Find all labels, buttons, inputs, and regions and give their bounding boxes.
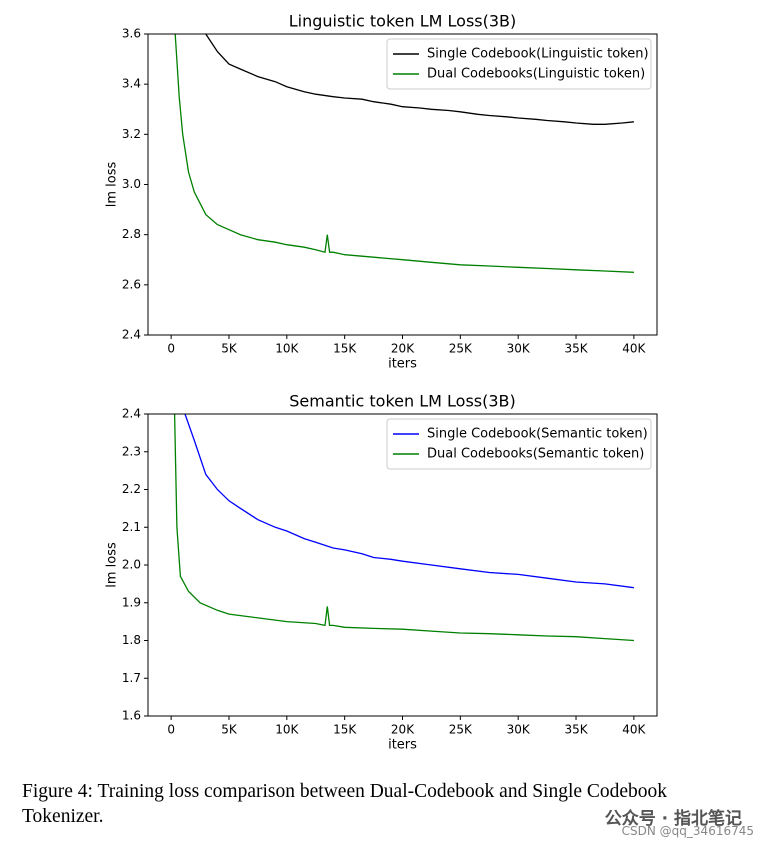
series-line xyxy=(174,34,634,273)
watermark: CSDN @qq_34616745 xyxy=(621,824,754,838)
figure: Linguistic token LM Loss(3B) 2.4 2.6 2.8 3.0… xyxy=(105,12,658,753)
x-tick-label: 35K xyxy=(564,723,588,737)
legend-label: Single Codebook(Linguistic token) xyxy=(427,47,649,62)
x-tick-label: 5K xyxy=(221,342,238,356)
x-tick-label: 5K xyxy=(221,723,238,737)
y-tick-label: 1.6 xyxy=(122,709,141,723)
y-tick-label: 3.4 xyxy=(122,77,141,91)
x-tick-label: 30K xyxy=(507,723,531,737)
y-tick-label: 2.1 xyxy=(122,520,141,534)
y-tick-label: 2.3 xyxy=(122,444,141,458)
x-tick-label: 20K xyxy=(391,342,415,356)
y-axis-label: lm loss xyxy=(105,162,120,208)
series-line xyxy=(184,414,634,589)
y-tick-label: 1.7 xyxy=(122,671,141,685)
y-tick-label: 3.6 xyxy=(122,27,141,41)
x-tick-label: 40K xyxy=(622,342,646,356)
legend-label: Dual Codebooks(Semantic token) xyxy=(427,447,644,462)
x-tick-label: 15K xyxy=(333,723,357,737)
caption: Figure 4: Training loss comparison betwe… xyxy=(22,781,668,827)
y-tick-label: 1.9 xyxy=(122,595,141,609)
plot-frame xyxy=(147,33,658,336)
x-tick-label: 0 xyxy=(167,342,175,356)
plot-frame xyxy=(147,413,658,717)
x-tick-label: 30K xyxy=(507,342,531,356)
series-line xyxy=(205,34,634,125)
y-tick-label: 2.0 xyxy=(122,558,141,572)
legend-box xyxy=(386,38,652,90)
y-tick-label: 2.4 xyxy=(122,407,141,421)
x-axis-label: iters xyxy=(388,738,417,753)
plot-area xyxy=(173,414,634,642)
x-tick-label: 10K xyxy=(275,342,299,356)
legend-label: Dual Codebooks(Linguistic token) xyxy=(427,67,645,82)
x-tick-label: 20K xyxy=(391,723,415,737)
y-tick-label: 2.2 xyxy=(122,482,141,496)
chart-title: Linguistic token LM Loss(3B) xyxy=(289,12,517,31)
chart-title: Semantic token LM Loss(3B) xyxy=(289,392,516,411)
y-tick-label: 2.8 xyxy=(122,227,141,241)
x-tick-label: 15K xyxy=(333,342,357,356)
x-axis-label: iters xyxy=(388,357,417,372)
y-tick-label: 3.0 xyxy=(122,177,141,191)
x-tick-label: 25K xyxy=(449,723,473,737)
y-tick-label: 2.4 xyxy=(122,328,141,342)
legend-box xyxy=(386,418,652,470)
legend-label: Single Codebook(Semantic token) xyxy=(427,427,648,442)
x-tick-label: 0 xyxy=(167,723,175,737)
x-tick-label: 10K xyxy=(275,723,299,737)
x-tick-label: 35K xyxy=(564,342,588,356)
y-axis-label: lm loss xyxy=(105,542,120,588)
series-line xyxy=(173,414,634,642)
x-tick-label: 40K xyxy=(622,723,646,737)
y-tick-label: 2.6 xyxy=(122,277,141,291)
watermark: 公众号 · 指北笔记 xyxy=(604,809,742,829)
y-tick-label: 3.2 xyxy=(122,127,141,141)
plot-area xyxy=(174,34,634,273)
x-tick-label: 25K xyxy=(449,342,473,356)
y-tick-label: 1.8 xyxy=(122,633,141,647)
